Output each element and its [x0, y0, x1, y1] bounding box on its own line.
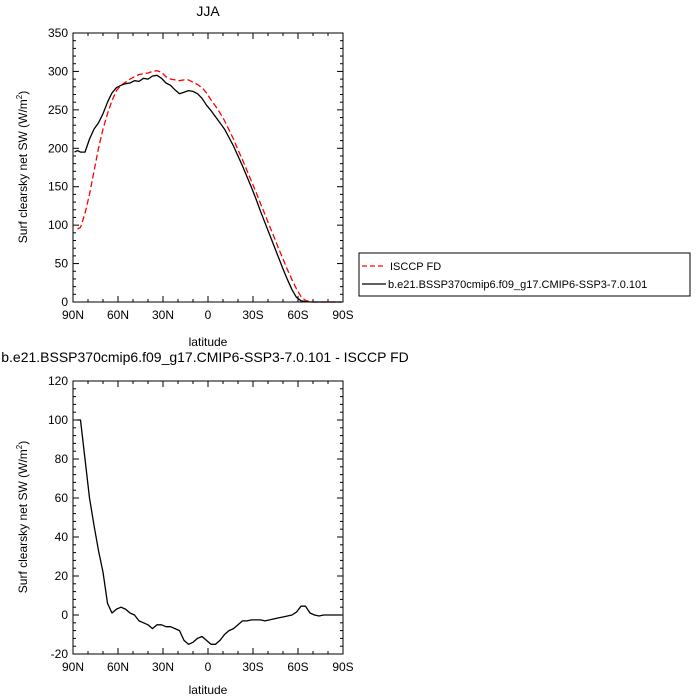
bottom-plot-ylabel-close: ): [16, 441, 30, 445]
top-plot-ticks: 90N 60N 30N 0 30S 60S 90S 0 50 100 150 200 250 300 350: [48, 26, 354, 322]
bottom-plot-title: b.e21.BSSP370cmip6.f09_g17.CMIP6-SSP3-7.…: [1, 349, 409, 365]
legend-label-model: b.e21.BSSP370cmip6.f09_g17.CMIP6-SSP3-7.…: [388, 279, 647, 291]
top-plot-ylabel: Surf clearsky net SW (W/m2): [15, 91, 30, 243]
top-ytick-label: 300: [48, 64, 68, 78]
top-series-line-model: [74, 74, 342, 303]
bottom-plot-xlabel: latitude: [189, 683, 228, 697]
legend-label-isccp: ISCCP FD: [390, 261, 441, 273]
top-plot: JJA 90N 60N 30N 0 30S 60S 90S 0 50 100 150 200 250 30…: [15, 3, 354, 349]
bottom-series-line-difference: [77, 419, 342, 645]
top-ytick-label: 250: [48, 103, 68, 117]
top-plot-ylabel-close: ): [16, 91, 30, 95]
top-ytick-label: 50: [55, 257, 69, 271]
top-series-line-isccp: [77, 70, 342, 303]
bottom-xtick-label: 0: [205, 660, 212, 674]
top-xtick-label: 60N: [107, 308, 129, 322]
bottom-plot-frame: [72, 380, 344, 655]
bottom-xtick-label: 90N: [62, 660, 84, 674]
bottom-xtick-label: 90S: [332, 660, 353, 674]
top-plot-ylabel-main: Surf clearsky net SW: [16, 131, 30, 244]
bottom-ytick-label: 100: [48, 413, 68, 427]
bottom-xtick-label: 60N: [107, 660, 129, 674]
top-plot-xlabel: latitude: [189, 335, 228, 349]
top-ytick-label: 150: [48, 180, 68, 194]
top-xtick-label: 0: [205, 308, 212, 322]
bottom-plot-ylabel-unit: (W/m: [16, 449, 30, 478]
bottom-ytick-label: 0: [61, 608, 68, 622]
bottom-plot-ylabel-sup: 2: [15, 444, 24, 449]
bottom-plot-ylabel-main: Surf clearsky net SW: [16, 481, 30, 594]
top-xtick-label: 60S: [287, 308, 308, 322]
top-xtick-label: 30S: [242, 308, 263, 322]
legend: ISCCP FD b.e21.BSSP370cmip6.f09_g17.CMIP…: [358, 252, 691, 297]
bottom-xtick-label: 30N: [152, 660, 174, 674]
bottom-xtick-label: 30S: [242, 660, 263, 674]
top-ytick-label: 200: [48, 141, 68, 155]
bottom-plot: b.e21.BSSP370cmip6.f09_g17.CMIP6-SSP3-7.…: [1, 349, 409, 697]
bottom-plot-series: [77, 419, 342, 645]
top-plot-frame: [72, 32, 344, 303]
legend-box: [358, 252, 691, 297]
top-plot-title: JJA: [196, 3, 220, 19]
top-xtick-label: 90N: [62, 308, 84, 322]
bottom-ytick-label: 80: [55, 452, 69, 466]
top-xtick-label: 90S: [332, 308, 353, 322]
bottom-ytick-label: 40: [55, 530, 69, 544]
top-plot-ylabel-sup: 2: [15, 94, 24, 99]
top-ytick-label: 0: [61, 295, 68, 309]
top-ytick-label: 350: [48, 26, 68, 40]
top-plot-series: [74, 70, 342, 303]
top-xtick-label: 30N: [152, 308, 174, 322]
top-ytick-label: 100: [48, 218, 68, 232]
bottom-ytick-label: -20: [51, 647, 69, 661]
bottom-ytick-label: 60: [55, 491, 69, 505]
bottom-ytick-label: 20: [55, 569, 69, 583]
top-plot-ylabel-unit: (W/m: [16, 99, 30, 128]
bottom-ytick-label: 120: [48, 374, 68, 388]
bottom-plot-ylabel: Surf clearsky net SW (W/m2): [15, 441, 30, 593]
bottom-xtick-label: 60S: [287, 660, 308, 674]
bottom-plot-ticks: 90N 60N 30N 0 30S 60S 90S -20 0 20 40 60 80 100 120: [48, 374, 354, 674]
